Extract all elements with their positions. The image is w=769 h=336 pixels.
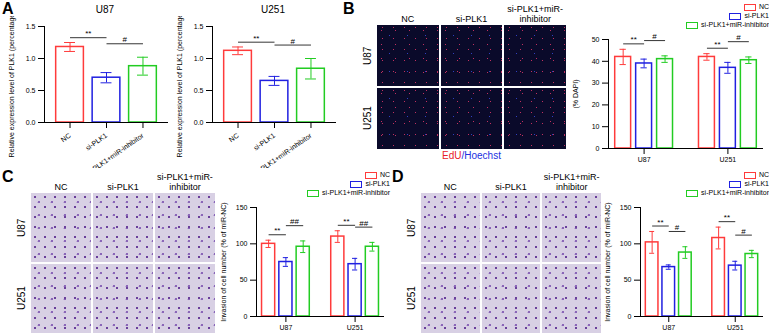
svg-text:**: ** bbox=[274, 226, 280, 235]
svg-text:**: ** bbox=[714, 40, 720, 49]
svg-text:0: 0 bbox=[596, 145, 600, 152]
html-text:U87: U87 bbox=[95, 4, 115, 15]
svg-text:**: ** bbox=[724, 213, 730, 222]
svg-text:##: ## bbox=[359, 219, 368, 228]
html-text:si-PLK1+miR-inhibitor: si-PLK1+miR-inhibitor bbox=[507, 4, 563, 24]
html-text:EdU /Hoechst: EdU /Hoechst bbox=[442, 150, 501, 161]
html-text:B: B bbox=[343, 0, 355, 17]
html-text:si-PLK1: si-PLK1 bbox=[495, 182, 527, 192]
html-text:si-PLK1: si-PLK1 bbox=[365, 180, 390, 187]
svg-text:U87: U87 bbox=[279, 324, 292, 331]
svg-text:si-PLK1: si-PLK1 bbox=[252, 132, 276, 152]
html-text:NC: NC bbox=[54, 182, 68, 192]
svg-text:150: 150 bbox=[620, 204, 632, 211]
svg-text:Invasion of cell number (% of: Invasion of cell number (% of miR-NC) bbox=[604, 202, 612, 321]
svg-text:150: 150 bbox=[236, 204, 248, 211]
svg-text:50: 50 bbox=[624, 276, 632, 283]
svg-text:U251: U251 bbox=[347, 324, 364, 331]
svg-text:100: 100 bbox=[236, 240, 248, 247]
svg-text:10: 10 bbox=[592, 123, 600, 130]
svg-text:0: 0 bbox=[244, 313, 248, 320]
svg-text:0.5: 0.5 bbox=[194, 87, 204, 94]
svg-text:##: ## bbox=[290, 217, 299, 226]
svg-text:1.5: 1.5 bbox=[194, 23, 204, 30]
svg-text:50: 50 bbox=[592, 36, 600, 43]
svg-text:#: # bbox=[291, 37, 296, 46]
svg-text:#: # bbox=[652, 32, 657, 41]
html-text:NC: NC bbox=[401, 14, 415, 24]
svg-text:0.5: 0.5 bbox=[26, 87, 36, 94]
html-text:si-PLK1: si-PLK1 bbox=[107, 182, 139, 192]
svg-text:**: ** bbox=[631, 35, 637, 44]
svg-text:**: ** bbox=[657, 218, 663, 227]
svg-text:100: 100 bbox=[620, 240, 632, 247]
html-text:NC: NC bbox=[758, 3, 769, 10]
svg-text:**: ** bbox=[253, 34, 259, 43]
html-text:si-PLK1+miR-inhibitor: si-PLK1+miR-inhibitor bbox=[543, 172, 600, 192]
svg-text:1.5: 1.5 bbox=[26, 23, 36, 30]
html-text:si-PLK1: si-PLK1 bbox=[744, 180, 769, 187]
html-text:si-PLK1+miR-inhibitor: si-PLK1+miR-inhibitor bbox=[157, 172, 213, 192]
html-text:si-PLK1: si-PLK1 bbox=[455, 14, 488, 24]
html-text:U87: U87 bbox=[406, 218, 417, 237]
html-text:si-PLK1+miR-inhibitor: si-PLK1+miR-inhibitor bbox=[701, 21, 769, 28]
svg-text:Invasion of cell number (% of: Invasion of cell number (% of miR-NC) bbox=[220, 202, 228, 321]
svg-text:1.0: 1.0 bbox=[26, 55, 36, 62]
svg-text:#: # bbox=[675, 223, 680, 232]
svg-text:#: # bbox=[123, 35, 128, 44]
svg-text:1.0: 1.0 bbox=[194, 55, 204, 62]
html-text:A: A bbox=[2, 0, 14, 17]
html-text:NC: NC bbox=[443, 182, 457, 192]
svg-text:(% DAPI): (% DAPI) bbox=[572, 79, 580, 108]
html-text:si-PLK1: si-PLK1 bbox=[744, 12, 769, 19]
svg-text:si-PLK1+miR-inhibitor: si-PLK1+miR-inhibitor bbox=[253, 131, 313, 168]
svg-text:0: 0 bbox=[628, 313, 632, 320]
html-text:D: D bbox=[392, 168, 404, 185]
html-text:U251: U251 bbox=[406, 286, 417, 311]
svg-text:Relative expression level of P: Relative expression level of PLK1 (perce… bbox=[176, 16, 184, 157]
svg-text:si-PLK1: si-PLK1 bbox=[84, 132, 108, 152]
svg-text:20: 20 bbox=[592, 101, 600, 108]
html-text:si-PLK1+miR-inhibitor: si-PLK1+miR-inhibitor bbox=[322, 189, 390, 196]
html-text:U87: U87 bbox=[16, 218, 27, 237]
svg-text:**: ** bbox=[343, 217, 349, 226]
html-text:U87: U87 bbox=[362, 46, 373, 65]
svg-text:#: # bbox=[741, 227, 746, 236]
html-text:NC: NC bbox=[758, 171, 769, 178]
svg-text:U251: U251 bbox=[727, 324, 744, 331]
svg-text:si-PLK1+miR-inhibitor: si-PLK1+miR-inhibitor bbox=[85, 131, 145, 168]
svg-text:Relative expression level of P: Relative expression level of PLK1 (perce… bbox=[8, 16, 16, 157]
svg-text:50: 50 bbox=[240, 276, 248, 283]
svg-text:U87: U87 bbox=[662, 324, 675, 331]
html-text:U251: U251 bbox=[362, 106, 373, 131]
svg-text:U251: U251 bbox=[720, 156, 737, 163]
html-text:C: C bbox=[2, 168, 14, 185]
html-text:si-PLK1+miR-inhibitor: si-PLK1+miR-inhibitor bbox=[701, 189, 769, 196]
html-text:NC: NC bbox=[379, 171, 390, 178]
svg-text:0.0: 0.0 bbox=[26, 119, 36, 126]
html-text:U251: U251 bbox=[16, 286, 27, 311]
html-text:U251: U251 bbox=[261, 4, 285, 15]
svg-text:0.0: 0.0 bbox=[194, 119, 204, 126]
svg-text:#: # bbox=[736, 33, 741, 42]
svg-text:NC: NC bbox=[60, 132, 72, 144]
svg-text:**: ** bbox=[85, 29, 91, 38]
svg-text:U87: U87 bbox=[638, 156, 651, 163]
svg-text:30: 30 bbox=[592, 79, 600, 86]
svg-text:40: 40 bbox=[592, 58, 600, 65]
svg-text:NC: NC bbox=[228, 132, 240, 144]
